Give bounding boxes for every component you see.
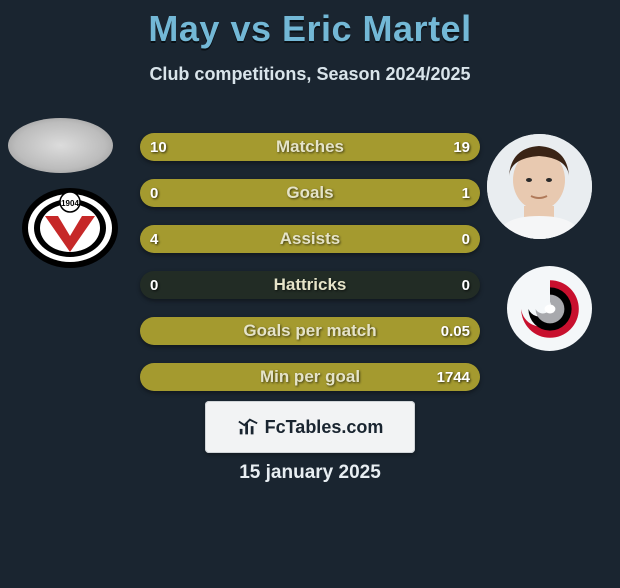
bar-label: Matches	[140, 133, 480, 161]
stat-bar: 1744Min per goal	[140, 363, 480, 391]
page-title: May vs Eric Martel	[0, 8, 620, 50]
date-text: 15 january 2025	[0, 462, 620, 484]
stat-bar: 00Hattricks	[140, 271, 480, 299]
chart-icon	[237, 416, 259, 438]
bar-label: Assists	[140, 225, 480, 253]
stat-bar: 40Assists	[140, 225, 480, 253]
stat-bar: 01Goals	[140, 179, 480, 207]
crest-year-text: 1904	[61, 199, 79, 208]
player-right-photo	[487, 134, 592, 239]
stat-bar: 1019Matches	[140, 133, 480, 161]
fctables-brand: FcTables.com	[205, 401, 415, 453]
stat-bar: 0.05Goals per match	[140, 317, 480, 345]
bar-label: Goals per match	[140, 317, 480, 345]
player-left-club-crest: 1904	[20, 186, 120, 271]
bar-label: Hattricks	[140, 271, 480, 299]
brand-text: FcTables.com	[265, 417, 384, 438]
stats-container: 1019Matches 01Goals 40Assists 00Hattricks 0.…	[140, 133, 480, 409]
player-right-club-crest	[507, 266, 592, 351]
bar-label: Goals	[140, 179, 480, 207]
player-left-photo	[8, 118, 113, 173]
subtitle: Club competitions, Season 2024/2025	[0, 64, 620, 85]
bar-label: Min per goal	[140, 363, 480, 391]
